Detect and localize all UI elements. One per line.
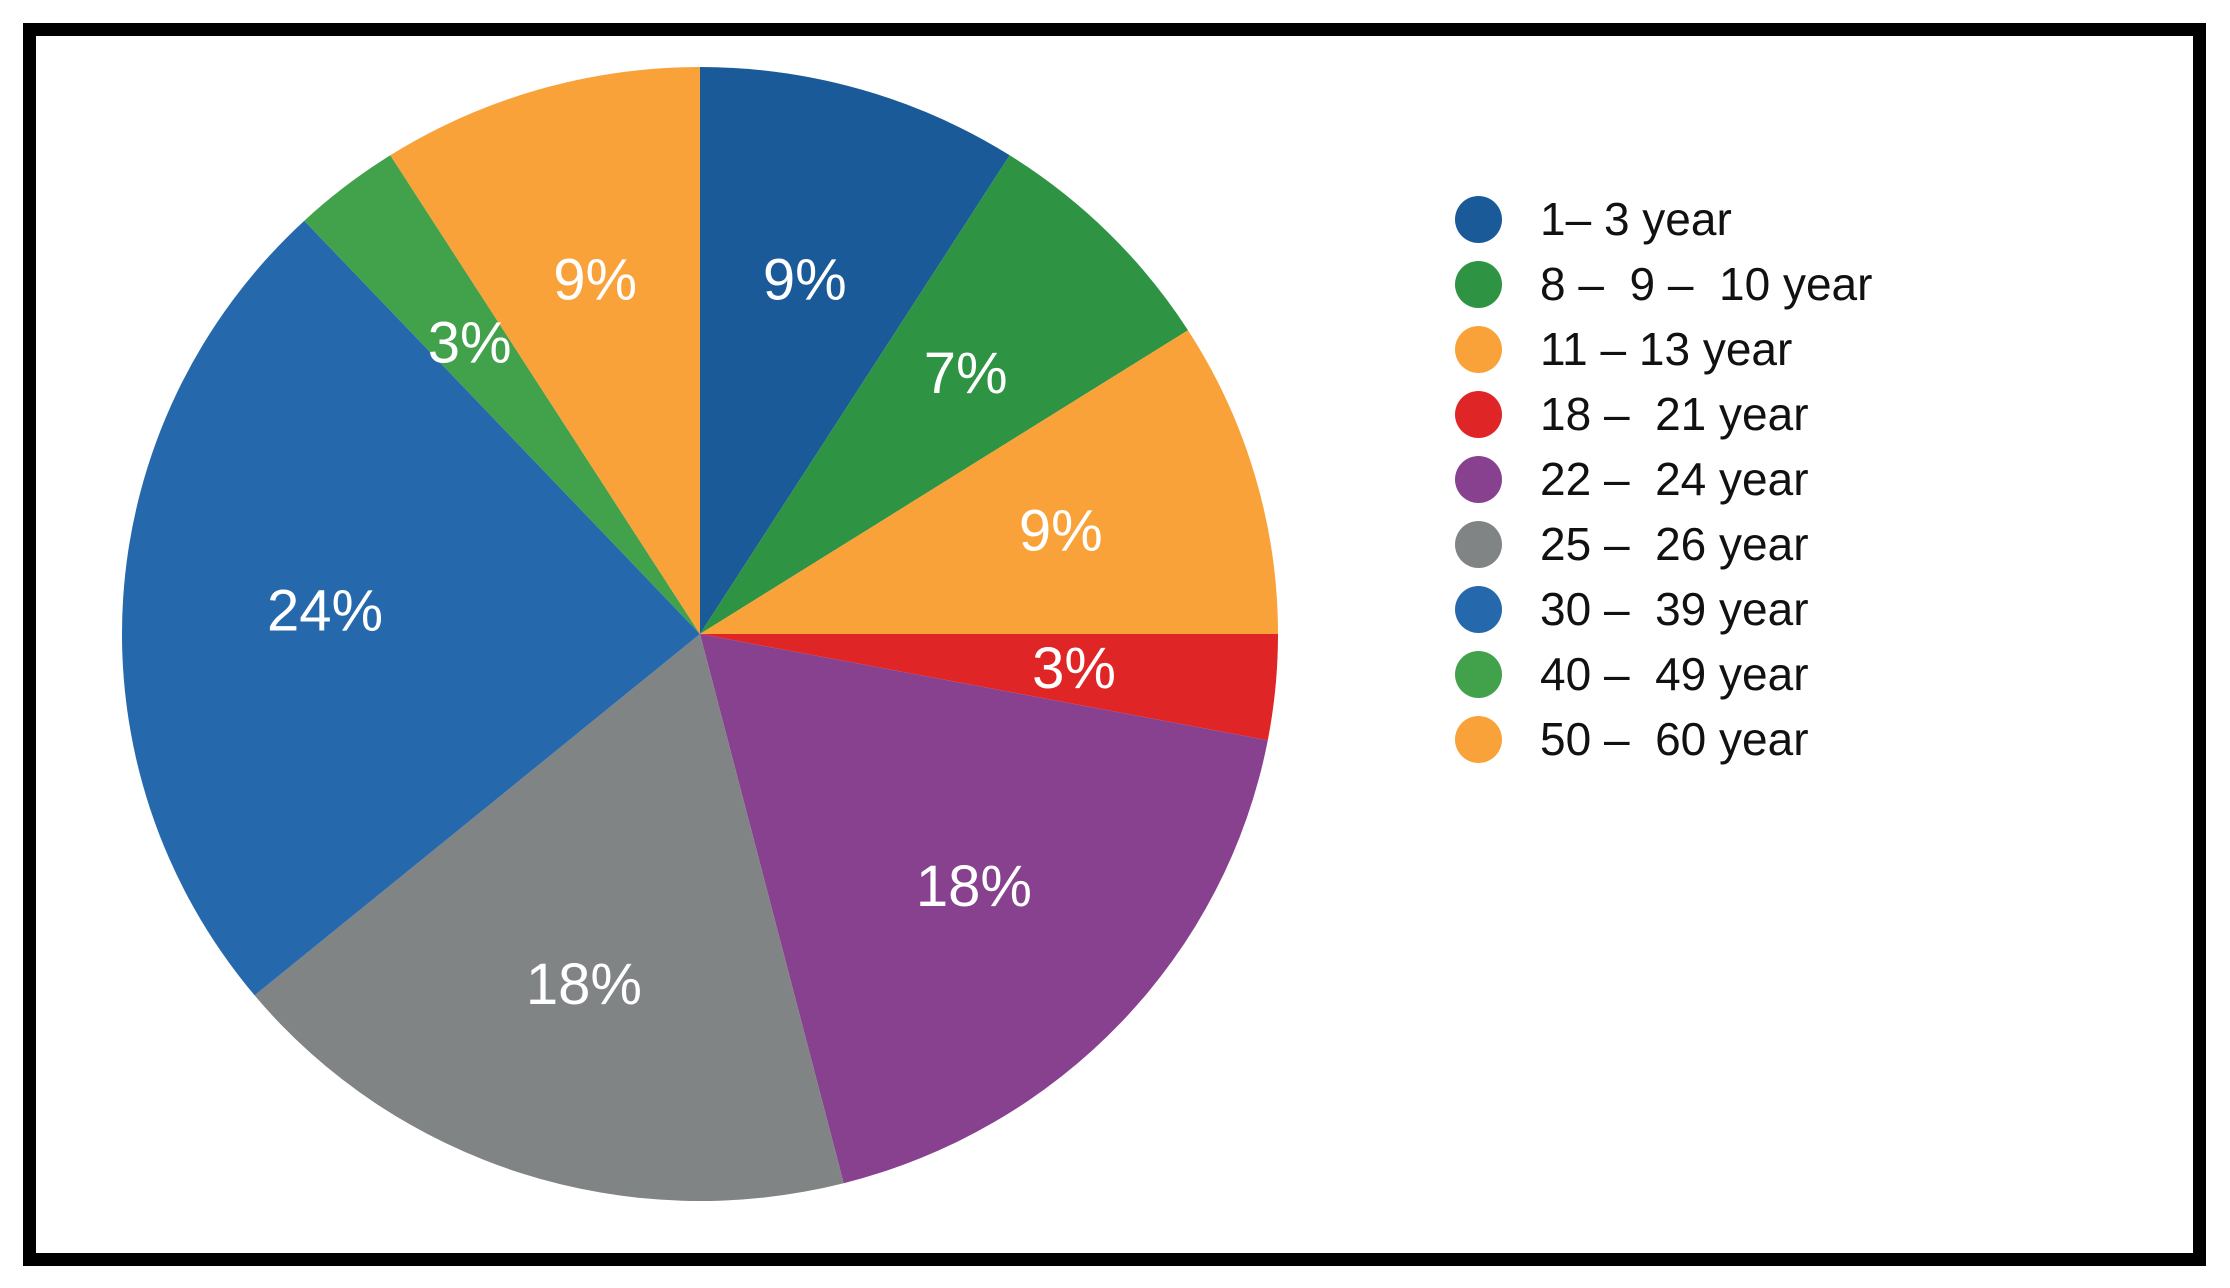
legend-label: 25 – 26 year bbox=[1540, 518, 1809, 570]
legend-item-5: 22 – 24 year bbox=[1455, 447, 1872, 512]
slice-label-5: 18% bbox=[916, 854, 1032, 919]
pie-slice-4 bbox=[700, 634, 1278, 741]
legend-label: 50 – 60 year bbox=[1540, 713, 1809, 765]
slice-label-8: 3% bbox=[428, 310, 512, 375]
pie-slice-2 bbox=[700, 155, 1188, 635]
legend: 1– 3 year 8 – 9 – 10 year 11 – 13 year 18 –… bbox=[1455, 187, 1872, 772]
legend-label: 8 – 9 – 10 year bbox=[1540, 258, 1873, 310]
legend-item-2: 8 – 9 – 10 year bbox=[1455, 252, 1872, 317]
legend-item-8: 40 – 49 year bbox=[1455, 642, 1872, 707]
legend-item-6: 25 – 26 year bbox=[1455, 512, 1872, 577]
legend-label: 11 – 13 year bbox=[1540, 323, 1793, 375]
pie-slices bbox=[121, 67, 1278, 1202]
pie-slice-8 bbox=[304, 155, 700, 635]
legend-label: 40 – 49 year bbox=[1540, 648, 1809, 700]
pie-slice-labels: 9% 7% 9% 3% 18% 18% 24% 3% 9% bbox=[267, 248, 1116, 1017]
pie-slice-6 bbox=[254, 634, 844, 1202]
slice-label-3: 9% bbox=[1019, 499, 1103, 564]
slice-label-9: 9% bbox=[553, 248, 637, 313]
legend-item-4: 18 – 21 year bbox=[1455, 382, 1872, 447]
legend-item-7: 30 – 39 year bbox=[1455, 577, 1872, 642]
legend-label: 1– 3 year bbox=[1540, 193, 1732, 245]
slice-label-4: 3% bbox=[1032, 636, 1116, 701]
slice-label-7: 24% bbox=[267, 578, 383, 643]
slice-label-6: 18% bbox=[526, 952, 642, 1017]
slice-label-1: 9% bbox=[763, 248, 847, 313]
legend-swatch-icon bbox=[1455, 261, 1502, 308]
pie-slice-7 bbox=[121, 220, 700, 996]
legend-swatch-icon bbox=[1455, 651, 1502, 698]
legend-item-3: 11 – 13 year bbox=[1455, 317, 1872, 382]
pie-slice-5 bbox=[700, 634, 1268, 1184]
legend-item-1: 1– 3 year bbox=[1455, 187, 1872, 252]
legend-swatch-icon bbox=[1455, 196, 1502, 243]
frame-border bbox=[23, 23, 2206, 1266]
legend-swatch-icon bbox=[1455, 391, 1502, 438]
legend-item-9: 50 – 60 year bbox=[1455, 707, 1872, 772]
legend-swatch-icon bbox=[1455, 716, 1502, 763]
pie-slice-3 bbox=[700, 330, 1278, 634]
pie-slice-9 bbox=[390, 67, 700, 634]
legend-label: 18 – 21 year bbox=[1540, 388, 1809, 440]
pie-slice-1 bbox=[700, 67, 1010, 634]
slice-label-2: 7% bbox=[924, 341, 1008, 406]
legend-swatch-icon bbox=[1455, 326, 1502, 373]
legend-swatch-icon bbox=[1455, 521, 1502, 568]
legend-swatch-icon bbox=[1455, 456, 1502, 503]
legend-label: 30 – 39 year bbox=[1540, 583, 1809, 635]
legend-label: 22 – 24 year bbox=[1540, 453, 1809, 505]
legend-swatch-icon bbox=[1455, 586, 1502, 633]
